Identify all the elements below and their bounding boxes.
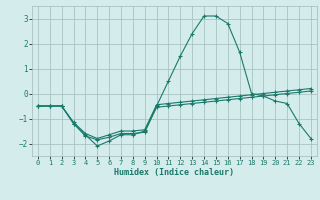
X-axis label: Humidex (Indice chaleur): Humidex (Indice chaleur) bbox=[115, 168, 234, 177]
